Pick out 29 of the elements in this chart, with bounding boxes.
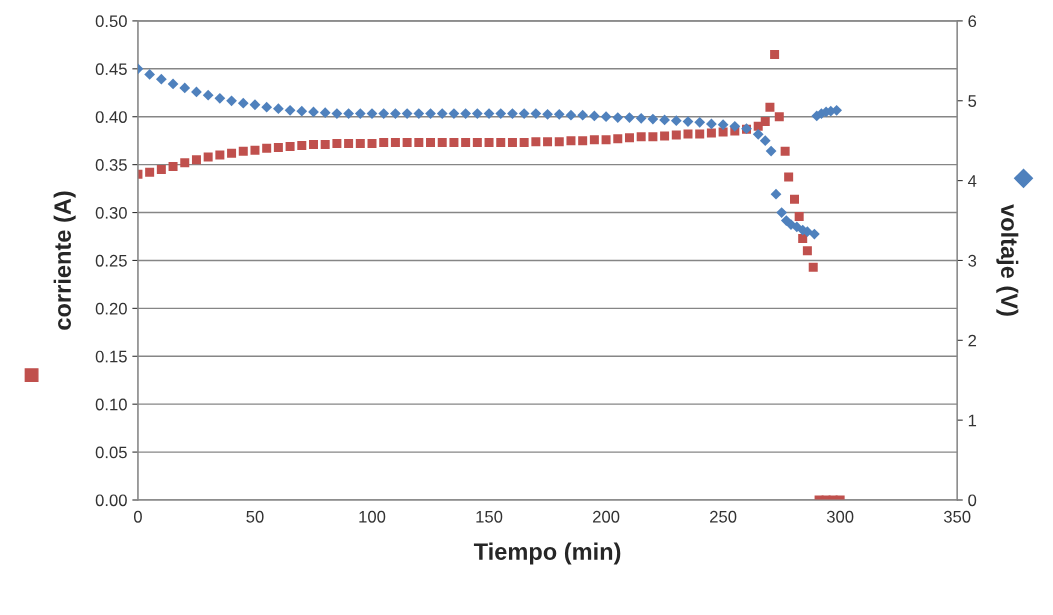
x-tick-label: 150 — [476, 510, 503, 523]
y2-axis-title: voltaje (V) — [996, 204, 1019, 316]
y2-tick-label: 2 — [968, 334, 977, 347]
y2-tick-label: 1 — [968, 414, 977, 427]
y-tick-label: 0.50 — [95, 15, 127, 28]
x-tick-label: 50 — [246, 510, 264, 523]
y-tick-label: 0.10 — [95, 398, 127, 411]
x-tick-label: 200 — [593, 510, 620, 523]
x-tick-label: 0 — [133, 510, 142, 523]
x-axis-title: Tiempo (min) — [473, 542, 621, 565]
y2-tick-label: 0 — [968, 494, 977, 507]
y-tick-label: 0.40 — [95, 111, 127, 123]
x-tick-label: 250 — [710, 510, 737, 523]
y-tick-label: 0.30 — [95, 206, 127, 219]
y-axis-title: corriente (A) — [53, 191, 76, 330]
y2-tick-label: 4 — [967, 175, 977, 187]
y-tick-label: 0.05 — [95, 446, 127, 459]
y-tick-label: 0.15 — [95, 350, 127, 363]
y-tick-label: 0.00 — [95, 494, 127, 507]
y2-tick-label: 5 — [968, 95, 977, 107]
x-tick-label: 100 — [359, 510, 386, 523]
y-tick-label: 0.20 — [95, 302, 127, 315]
y2-tick-label: 6 — [968, 15, 977, 28]
x-tick-label: 300 — [826, 510, 854, 523]
y2-tick-label: 3 — [968, 254, 977, 267]
x-tick-label: 350 — [943, 510, 971, 523]
y-tick-label: 0.45 — [95, 63, 127, 76]
y-tick-label: 0.35 — [95, 159, 127, 171]
y-tick-label: 0.25 — [95, 254, 127, 267]
